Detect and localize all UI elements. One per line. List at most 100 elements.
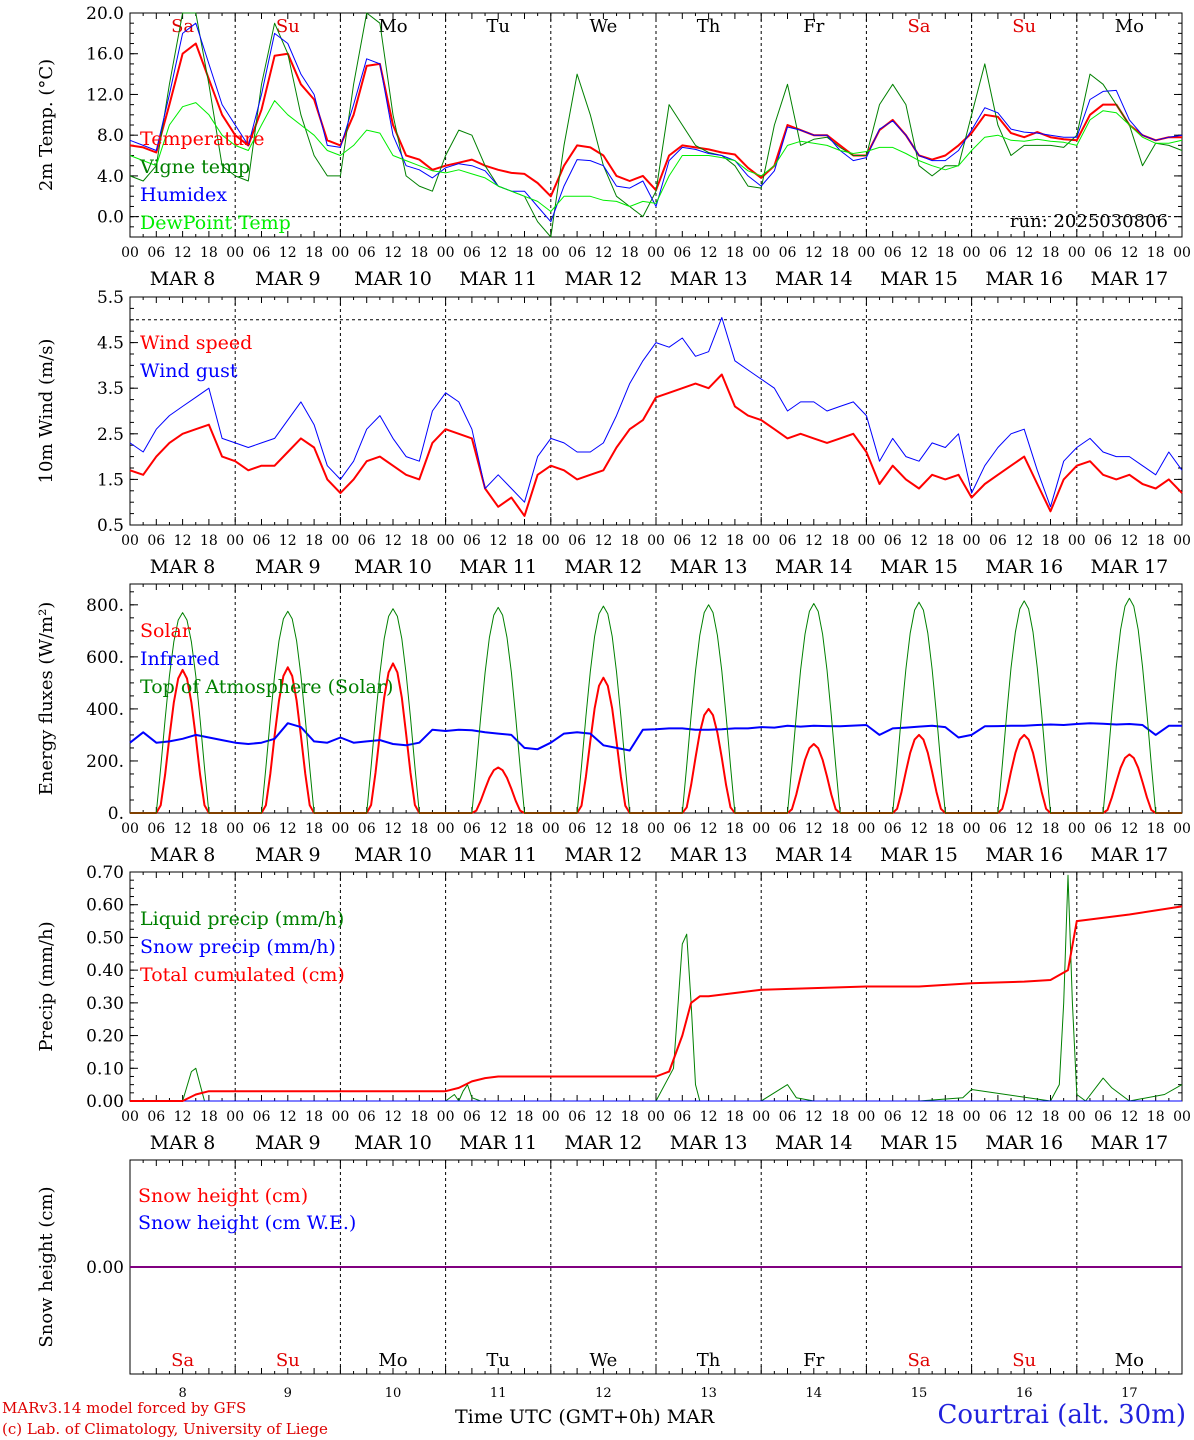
hour-tick-label: 00 bbox=[752, 1109, 770, 1125]
hour-tick-label: 12 bbox=[174, 533, 192, 549]
weekday-label: Th bbox=[697, 16, 721, 37]
y-tick-label: 16.0 bbox=[86, 45, 124, 65]
weekday-label: Sa bbox=[171, 16, 194, 37]
series-line bbox=[129, 317, 1183, 508]
time-axis-title: Time UTC (GMT+0h) MAR bbox=[455, 1406, 715, 1428]
hour-tick-label: 00 bbox=[857, 533, 875, 549]
hour-tick-label: 06 bbox=[253, 821, 271, 837]
hour-tick-label: 18 bbox=[831, 821, 849, 837]
hour-tick-label: 12 bbox=[910, 245, 928, 261]
legend-entry: DewPoint Temp bbox=[140, 212, 291, 234]
y-axis-label: Energy fluxes (W/m²) bbox=[36, 602, 57, 796]
hour-tick-label: 18 bbox=[410, 1109, 428, 1125]
hour-tick-label: 06 bbox=[884, 821, 902, 837]
hour-tick-label: 12 bbox=[805, 533, 823, 549]
bottom-day-number: 15 bbox=[911, 1386, 928, 1398]
y-tick-label: 0.70 bbox=[86, 863, 124, 883]
legend-entry: Infrared bbox=[140, 648, 220, 670]
hour-tick-label: 18 bbox=[936, 245, 954, 261]
bottom-day-number: 8 bbox=[178, 1386, 186, 1398]
weekday-label: Su bbox=[1012, 16, 1036, 37]
hour-tick-label: 00 bbox=[226, 245, 244, 261]
y-axis-label: Precip (mm/h) bbox=[36, 921, 57, 1051]
y-tick-label: 0.60 bbox=[86, 896, 124, 916]
hour-tick-label: 06 bbox=[779, 533, 797, 549]
day-label: MAR 12 bbox=[565, 1132, 643, 1154]
hour-tick-label: 06 bbox=[989, 533, 1007, 549]
y-tick-label: 0. bbox=[108, 804, 124, 824]
y-tick-label: 0.0 bbox=[97, 208, 124, 228]
y-tick-label: 20.0 bbox=[86, 4, 124, 24]
day-label: MAR 12 bbox=[565, 268, 643, 290]
run-label: run: 2025030806 bbox=[1010, 211, 1168, 232]
hour-tick-label: 00 bbox=[331, 1109, 349, 1125]
hour-tick-label: 12 bbox=[594, 245, 612, 261]
hour-tick-label: 06 bbox=[463, 533, 481, 549]
hour-tick-label: 12 bbox=[1120, 533, 1138, 549]
hour-tick-label: 06 bbox=[1094, 821, 1112, 837]
hour-tick-label: 00 bbox=[121, 245, 139, 261]
day-label: MAR 8 bbox=[150, 844, 216, 866]
hour-tick-label: 06 bbox=[568, 533, 586, 549]
hour-tick-label: 06 bbox=[358, 245, 376, 261]
series-line bbox=[129, 42, 1182, 198]
hour-tick-label: 12 bbox=[1120, 1109, 1138, 1125]
hour-tick-label: 18 bbox=[621, 245, 639, 261]
series-line bbox=[129, 373, 1183, 517]
bottom-day-number: 12 bbox=[595, 1386, 612, 1398]
day-label: MAR 11 bbox=[459, 844, 537, 866]
hour-tick-label: 12 bbox=[1120, 821, 1138, 837]
day-label: MAR 8 bbox=[150, 1132, 216, 1154]
legend-entry: Snow height (cm) bbox=[138, 1185, 308, 1207]
y-tick-label: 0.5 bbox=[97, 516, 124, 536]
hour-tick-label: 00 bbox=[121, 1109, 139, 1125]
day-label: MAR 10 bbox=[354, 556, 432, 578]
y-tick-label: 800. bbox=[86, 596, 124, 616]
hour-tick-label: 12 bbox=[1015, 1109, 1033, 1125]
hour-tick-label: 18 bbox=[305, 533, 323, 549]
weekday-label: We bbox=[590, 1350, 618, 1371]
hour-tick-label: 12 bbox=[594, 821, 612, 837]
hour-tick-label: 18 bbox=[1147, 533, 1165, 549]
hour-tick-label: 12 bbox=[279, 821, 297, 837]
hour-tick-label: 12 bbox=[174, 821, 192, 837]
hour-tick-label: 12 bbox=[384, 245, 402, 261]
hour-tick-label: 06 bbox=[568, 245, 586, 261]
day-label: MAR 12 bbox=[565, 556, 643, 578]
hour-tick-label: 00 bbox=[1173, 533, 1191, 549]
hour-tick-label: 06 bbox=[884, 245, 902, 261]
hour-tick-label: 00 bbox=[1173, 245, 1191, 261]
weekday-label: Su bbox=[276, 1350, 300, 1371]
hour-tick-label: 00 bbox=[542, 821, 560, 837]
hour-tick-label: 00 bbox=[226, 1109, 244, 1125]
y-tick-label: 4.5 bbox=[97, 334, 124, 354]
hour-tick-label: 12 bbox=[594, 533, 612, 549]
hour-tick-label: 00 bbox=[963, 533, 981, 549]
hour-tick-label: 18 bbox=[1147, 245, 1165, 261]
hour-tick-label: 00 bbox=[963, 245, 981, 261]
hour-tick-label: 18 bbox=[200, 821, 218, 837]
y-tick-label: 5.5 bbox=[97, 288, 124, 308]
model-credit: MARv3.14 model forced by GFS bbox=[2, 1399, 247, 1417]
y-tick-label: 4.0 bbox=[97, 167, 124, 187]
hour-tick-label: 18 bbox=[305, 245, 323, 261]
hour-tick-label: 00 bbox=[226, 533, 244, 549]
hour-tick-label: 00 bbox=[752, 533, 770, 549]
day-label: MAR 11 bbox=[459, 268, 537, 290]
hour-tick-label: 12 bbox=[384, 1109, 402, 1125]
day-label: MAR 17 bbox=[1091, 844, 1169, 866]
hour-tick-label: 18 bbox=[305, 821, 323, 837]
hour-tick-label: 06 bbox=[673, 821, 691, 837]
hour-tick-label: 06 bbox=[673, 245, 691, 261]
day-label: MAR 16 bbox=[985, 556, 1063, 578]
hour-tick-label: 06 bbox=[989, 821, 1007, 837]
hour-tick-label: 12 bbox=[489, 1109, 507, 1125]
hour-tick-label: 18 bbox=[726, 245, 744, 261]
hour-tick-label: 00 bbox=[963, 821, 981, 837]
y-tick-label: 8.0 bbox=[97, 126, 124, 146]
hour-tick-label: 00 bbox=[752, 245, 770, 261]
legend-entry: Liquid precip (mm/h) bbox=[140, 908, 344, 930]
hour-tick-label: 18 bbox=[831, 245, 849, 261]
hour-tick-label: 18 bbox=[621, 821, 639, 837]
hour-tick-label: 06 bbox=[568, 821, 586, 837]
